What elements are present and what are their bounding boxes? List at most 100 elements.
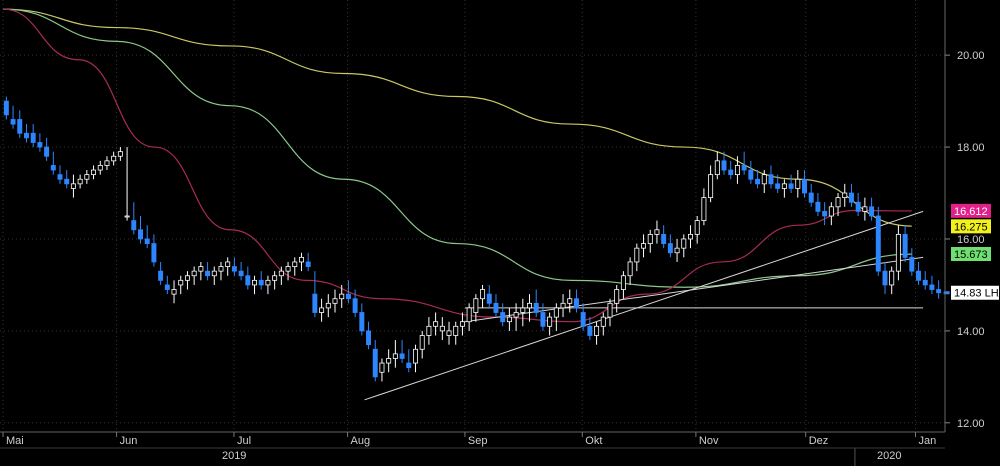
candle-body: [419, 335, 425, 350]
candle-body: [667, 243, 673, 254]
candle-body: [781, 183, 787, 189]
candle-body: [755, 178, 761, 185]
candle-body: [647, 233, 653, 244]
month-label: Jan: [918, 435, 936, 447]
candle-body: [929, 284, 935, 290]
month-label: Mai: [6, 435, 24, 447]
price-badge-label: 15.673: [954, 249, 988, 261]
candle-body: [426, 325, 432, 336]
candle-body: [869, 206, 875, 217]
month-label: Aug: [351, 435, 371, 447]
candle-body: [916, 270, 922, 281]
candle-body: [379, 362, 385, 373]
candle-body: [855, 201, 861, 212]
candle-body: [278, 270, 284, 277]
y-tick-label: 14.00: [957, 326, 985, 338]
candle-body: [486, 293, 492, 304]
candle-body: [654, 229, 660, 235]
y-axis: 12.00 14.00 16.00 18.00 20.00: [0, 0, 985, 433]
candle-body: [446, 330, 452, 336]
candle-body: [661, 233, 667, 244]
candle-body: [205, 270, 211, 277]
y-tick-label: 16.00: [957, 234, 985, 246]
candle-body: [433, 321, 439, 327]
candle-body: [439, 325, 445, 332]
candle-body: [862, 206, 868, 212]
candle-body: [164, 284, 170, 290]
candle-body: [124, 215, 130, 218]
candle-body: [714, 160, 720, 176]
y-tick-label: 12.00: [957, 418, 985, 430]
candle-body: [802, 178, 807, 194]
candle-body: [325, 302, 331, 309]
candle-body: [131, 220, 137, 231]
candle-body: [91, 169, 97, 176]
candle-body: [332, 298, 338, 304]
candle-body: [848, 192, 854, 203]
candle-body: [198, 266, 204, 272]
candle-body: [231, 266, 237, 272]
candle-body: [506, 316, 512, 323]
candle-body: [473, 298, 479, 313]
y-tick-label: 18.00: [957, 142, 985, 154]
candle-body: [258, 279, 264, 286]
candle-body: [580, 312, 586, 327]
candle-body: [641, 243, 647, 249]
candle-body: [553, 307, 559, 318]
candle-body: [741, 165, 747, 171]
candle-body: [922, 279, 928, 286]
candle-body: [138, 229, 143, 240]
price-badge: [951, 285, 999, 300]
candle-body: [902, 233, 908, 258]
candle-body: [520, 307, 526, 313]
candle-body: [815, 201, 821, 212]
candle-body: [728, 169, 734, 176]
price-badge-label: 16.612: [954, 206, 988, 218]
candle-body: [386, 358, 392, 364]
candle-body: [500, 312, 506, 323]
candle-body: [895, 233, 901, 272]
candle-body: [413, 348, 418, 364]
candle-body: [339, 293, 345, 300]
candle-body: [842, 192, 848, 199]
candlesticks: [3, 96, 950, 382]
candle-body: [272, 275, 278, 281]
candle-body: [97, 165, 103, 171]
candle-body: [775, 183, 781, 189]
candle-body: [909, 256, 915, 272]
candle-body: [822, 211, 828, 217]
month-label: Okt: [585, 435, 602, 447]
candle-body: [158, 270, 164, 281]
candle-body: [694, 220, 700, 235]
candle-body: [50, 165, 56, 171]
price-badge: [951, 219, 991, 234]
candle-body: [453, 325, 459, 336]
candle-body: [513, 312, 519, 318]
trendlines: [364, 210, 924, 401]
candle-body: [245, 275, 251, 286]
candle-body: [480, 289, 486, 300]
candle-body: [37, 142, 43, 148]
candle-body: [225, 261, 231, 267]
candle-body: [406, 362, 412, 369]
candle-body: [533, 302, 539, 313]
candle-body: [298, 256, 304, 263]
x-axis: Mai Jun Jul Aug Sep Okt Nov Dez Jan 2019 2020: [0, 432, 945, 466]
candle-body: [372, 348, 378, 378]
candle-body: [573, 298, 579, 309]
candle-body: [178, 279, 184, 286]
month-label: Dez: [809, 435, 829, 447]
price-badge-label: 16.275: [954, 221, 988, 233]
candle-body: [459, 321, 465, 327]
candle-body: [614, 289, 620, 304]
candle-body: [352, 298, 358, 313]
last-price-marker: [943, 291, 950, 295]
candle-body: [104, 160, 110, 166]
month-label: Jun: [120, 435, 138, 447]
moving-average-line: [2, 8, 912, 288]
candle-body: [305, 261, 311, 267]
trendline: [364, 210, 924, 401]
candle-body: [366, 330, 372, 346]
candle-body: [84, 174, 90, 180]
